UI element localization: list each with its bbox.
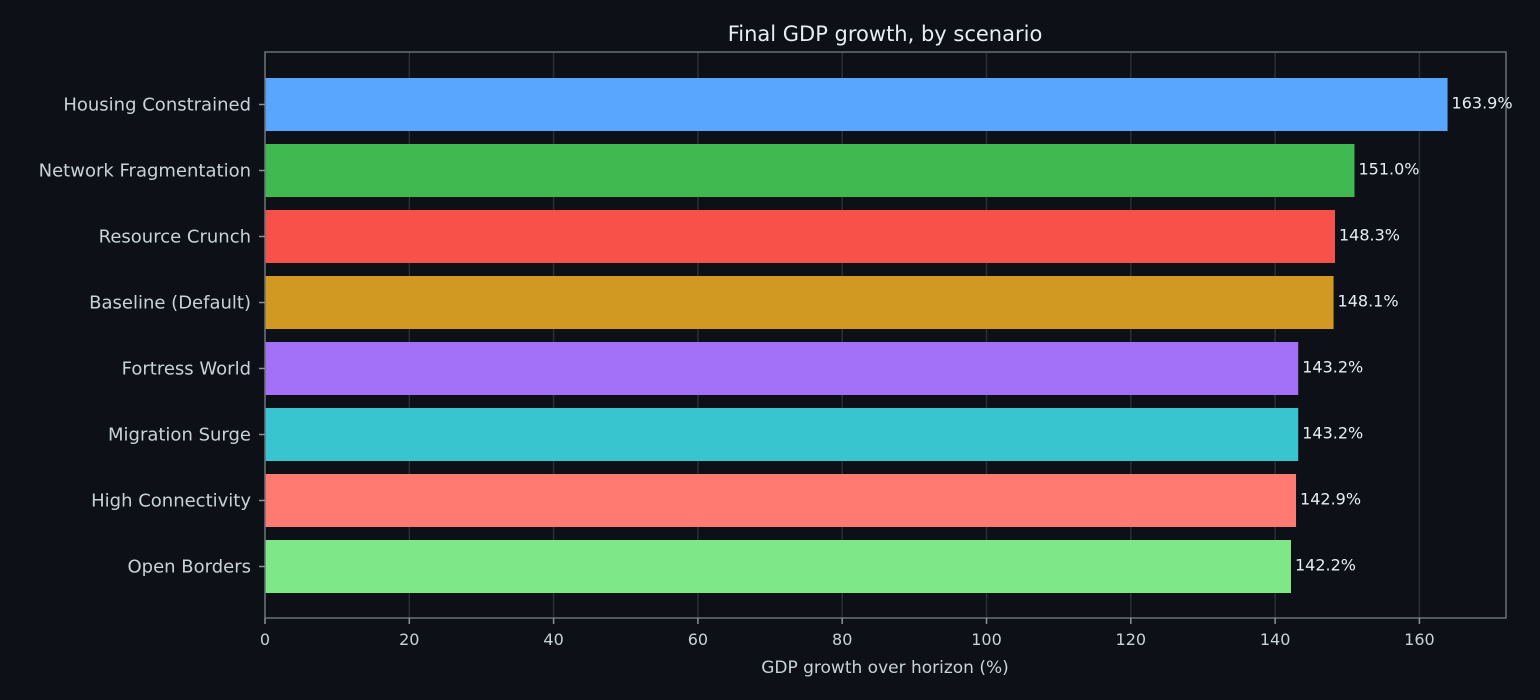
x-tick-label: 0: [260, 630, 270, 649]
x-tick-label: 140: [1260, 630, 1291, 649]
value-label: 143.2%: [1302, 424, 1363, 443]
x-tick-label: 40: [543, 630, 563, 649]
x-tick-label: 120: [1116, 630, 1147, 649]
value-labels: 163.9% 151.0% 148.3% 148.1% 143.2% 143.2% 142.…: [1295, 94, 1513, 575]
category-label: Migration Surge: [108, 425, 251, 446]
plot-frame: [264, 51, 1507, 619]
value-label: 142.9%: [1300, 490, 1361, 509]
x-tick-label: 160: [1404, 630, 1435, 649]
category-label: Baseline (Default): [89, 293, 251, 314]
bar: [265, 342, 1299, 395]
x-tick-label: 60: [688, 630, 708, 649]
bar: [265, 78, 1448, 131]
category-label: Fortress World: [122, 359, 251, 380]
bars: [265, 78, 1448, 593]
category-label: High Connectivity: [91, 491, 251, 512]
value-label: 151.0%: [1358, 160, 1419, 179]
value-label: 148.3%: [1339, 226, 1400, 245]
x-axis-label: GDP growth over horizon (%): [761, 658, 1009, 678]
category-label: Resource Crunch: [99, 227, 251, 248]
bar: [265, 276, 1334, 329]
bar: [265, 474, 1297, 527]
chart-title: Final GDP growth, by scenario: [728, 22, 1043, 46]
x-tick-label: 80: [832, 630, 852, 649]
x-axis-ticks: 0 20 40 60 80 100 120 140 160: [260, 618, 1435, 649]
x-tick-label: 100: [971, 630, 1002, 649]
value-label: 148.1%: [1338, 292, 1399, 311]
category-label: Open Borders: [127, 557, 251, 578]
value-label: 143.2%: [1302, 358, 1363, 377]
grid-lines: [264, 52, 1421, 618]
bar: [265, 210, 1336, 263]
bar: [265, 144, 1355, 197]
x-tick-label: 20: [399, 630, 419, 649]
bar: [265, 540, 1291, 593]
value-label: 163.9%: [1452, 94, 1513, 113]
value-label: 142.2%: [1295, 556, 1356, 575]
bar: [265, 408, 1299, 461]
category-label: Network Fragmentation: [39, 161, 251, 182]
category-label: Housing Constrained: [63, 95, 251, 116]
y-axis-categories: Housing Constrained Network Fragmentation…: [39, 95, 265, 578]
